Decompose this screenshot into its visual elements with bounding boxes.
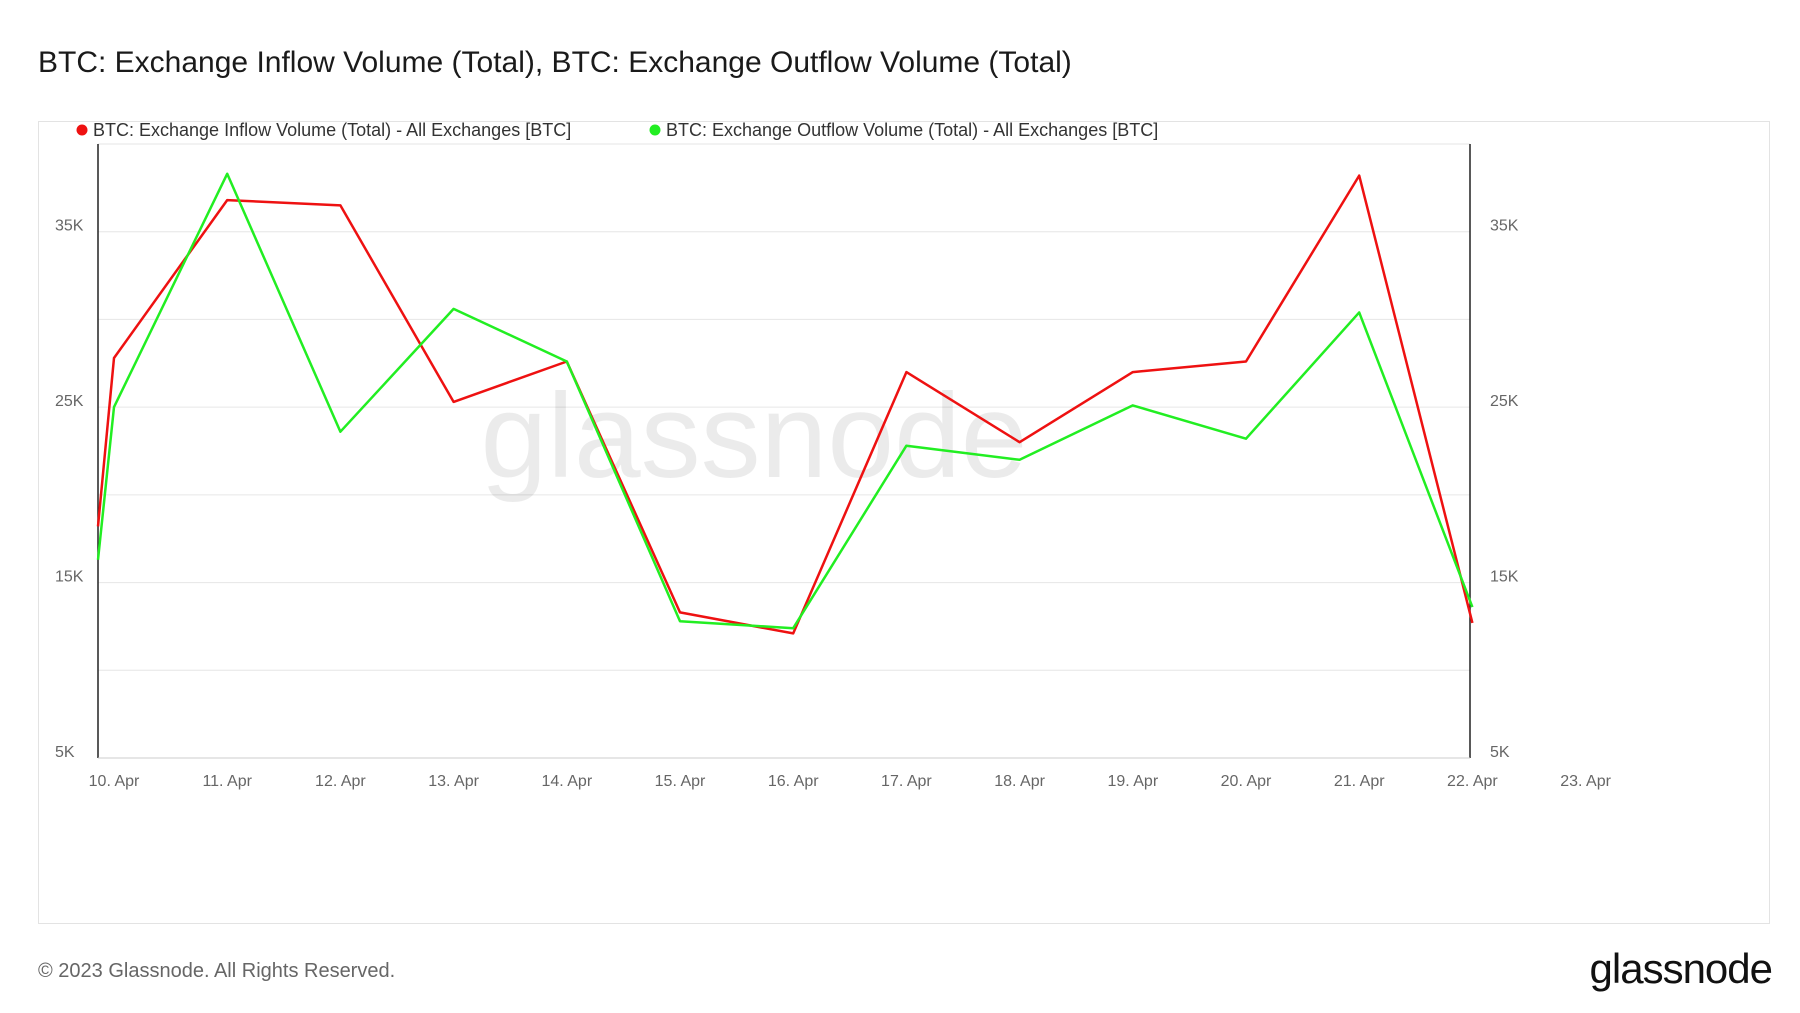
y-tick-label-left: 25K bbox=[55, 393, 84, 410]
y-tick-label-left: 5K bbox=[55, 744, 75, 761]
x-tick-label: 11. Apr bbox=[202, 773, 252, 790]
y-tick-label-left: 15K bbox=[55, 569, 84, 586]
chart-title: BTC: Exchange Inflow Volume (Total), BTC… bbox=[38, 46, 1072, 79]
x-tick-label: 14. Apr bbox=[541, 773, 592, 790]
x-tick-label: 20. Apr bbox=[1221, 773, 1272, 790]
y-tick-label-right: 5K bbox=[1490, 744, 1510, 761]
series-line-inflow bbox=[96, 174, 1474, 635]
legend-marker-inflow bbox=[76, 124, 88, 136]
x-tick-label: 16. Apr bbox=[768, 773, 819, 790]
glassnode-logo[interactable]: glassnode bbox=[1589, 945, 1773, 992]
x-tick-label: 18. Apr bbox=[994, 773, 1045, 790]
x-tick-label: 15. Apr bbox=[655, 773, 706, 790]
chart-svg: glassnode 10. Apr 11. Apr 12. Apr 13. Apr 14… bbox=[55, 122, 1612, 790]
chart-frame: glassnode 10. Apr 11. Apr 12. Apr 13. Apr 14… bbox=[38, 121, 1770, 924]
x-tick-label: 17. Apr bbox=[881, 773, 932, 790]
y-tick-label-right: 25K bbox=[1490, 393, 1519, 410]
x-tick-label: 22. Apr bbox=[1447, 773, 1498, 790]
x-tick-label: 21. Apr bbox=[1334, 773, 1385, 790]
x-tick-label: 19. Apr bbox=[1107, 773, 1158, 790]
x-tick-label: 23. Apr bbox=[1560, 773, 1611, 790]
copyright-footer: © 2023 Glassnode. All Rights Reserved. bbox=[38, 960, 396, 982]
x-tick-label: 13. Apr bbox=[428, 773, 479, 790]
legend-marker-outflow bbox=[649, 124, 661, 136]
series-line-outflow bbox=[96, 172, 1474, 630]
x-tick-label: 10. Apr bbox=[89, 773, 140, 790]
legend-label-inflow: BTC: Exchange Inflow Volume (Total) - Al… bbox=[93, 122, 571, 140]
x-tick-label: 12. Apr bbox=[315, 773, 366, 790]
y-tick-label-left: 35K bbox=[55, 218, 84, 235]
y-tick-label-right: 15K bbox=[1490, 569, 1519, 586]
y-tick-label-right: 35K bbox=[1490, 218, 1519, 235]
watermark-text: glassnode bbox=[480, 369, 1027, 503]
legend-label-outflow: BTC: Exchange Outflow Volume (Total) - A… bbox=[666, 122, 1158, 140]
